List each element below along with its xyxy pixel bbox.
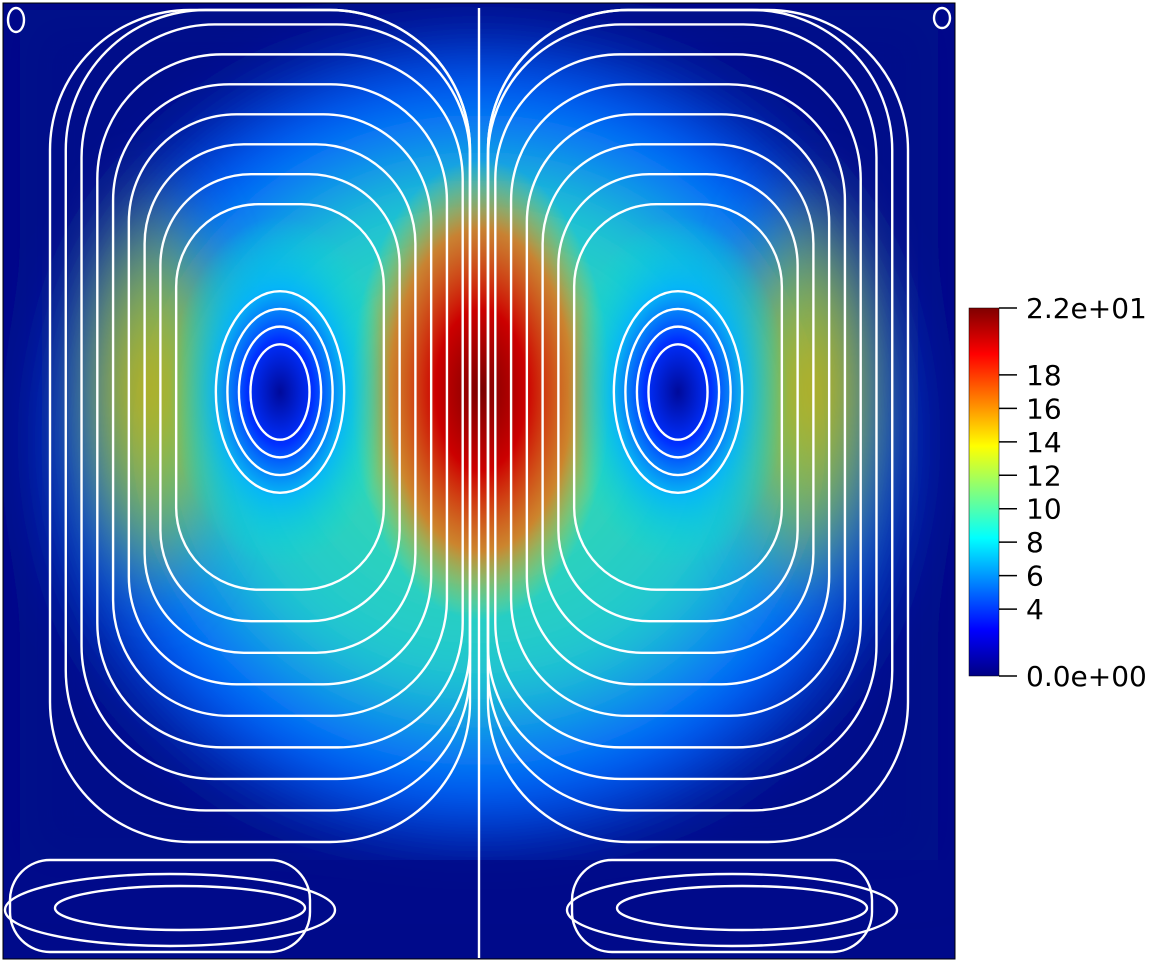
streamline: [3, 872, 337, 948]
streamline: [494, 53, 862, 749]
plot-frame: [2, 2, 956, 960]
streamline: [635, 325, 721, 459]
streamline: [53, 884, 307, 932]
streamline: [509, 83, 847, 718]
streamline: [932, 6, 952, 30]
colorbar-tick-label: 4: [1026, 593, 1044, 626]
streamline: [570, 858, 874, 954]
streamline: [647, 343, 709, 441]
streamline: [96, 53, 464, 749]
streamline: [237, 325, 323, 459]
streamline: [48, 8, 472, 844]
colorbar-gradient: [968, 307, 1000, 677]
streamline: [214, 290, 346, 494]
left-outer-band: [60, 160, 240, 620]
colorbar-tick-label: 8: [1026, 526, 1044, 559]
colorbar-tick-label: 14: [1026, 426, 1062, 459]
streamline: [226, 307, 334, 477]
colorbar-tick-label: 12: [1026, 459, 1062, 492]
streamline: [541, 143, 815, 654]
colorbar-tick-label: 0.0e+00: [1026, 660, 1147, 693]
colorbar-tick-label: 10: [1026, 493, 1062, 526]
streamline: [111, 83, 449, 718]
colorbar-tick-label: 16: [1026, 392, 1062, 425]
streamline: [624, 307, 732, 477]
streamline: [572, 202, 784, 591]
streamline: [615, 884, 869, 932]
streamline: [612, 290, 744, 494]
streamline: [486, 8, 910, 844]
streamline: [249, 343, 311, 441]
right-vortex-core: [568, 217, 788, 567]
streamline: [565, 872, 899, 948]
streamline: [557, 173, 799, 623]
colorbar-tick-label: 6: [1026, 560, 1044, 593]
streamline: [6, 6, 26, 34]
colorbar-tick-label: 18: [1026, 359, 1062, 392]
streamline: [8, 858, 312, 954]
streamline: [143, 143, 417, 654]
streamline: [127, 113, 433, 686]
streamline: [525, 113, 831, 686]
right-outer-band: [720, 160, 900, 620]
streamlines: [3, 6, 952, 958]
colorbar-tick-label: 2.2e+01: [1026, 292, 1147, 325]
left-vortex-core: [170, 217, 390, 567]
streamline: [159, 173, 401, 623]
streamline: [174, 202, 386, 591]
